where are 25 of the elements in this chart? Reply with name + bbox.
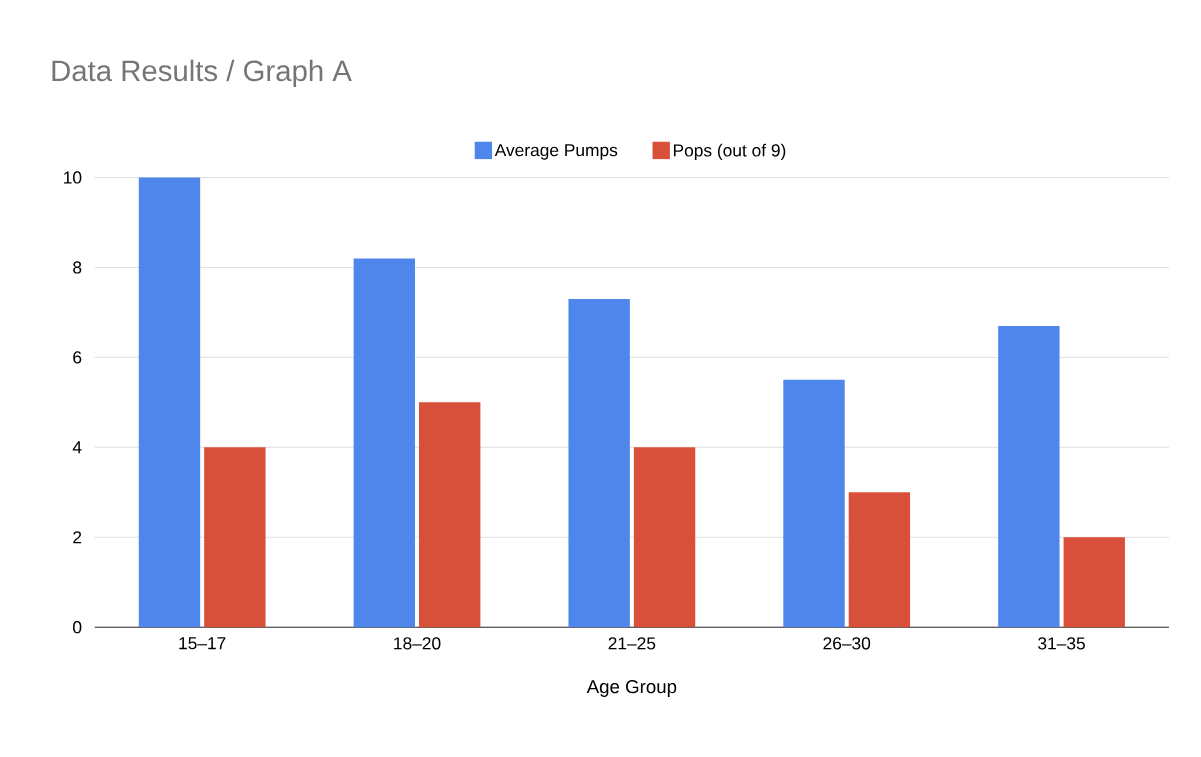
y-tick-label: 10	[64, 171, 82, 184]
y-tick-label: 2	[73, 531, 82, 544]
x-axis-title: Age Group	[586, 680, 677, 698]
bar	[138, 177, 201, 628]
bar	[848, 492, 911, 628]
y-tick-label: 6	[73, 351, 82, 364]
legend-label: Average Pumps	[494, 144, 618, 160]
x-tick-label: 21–25	[608, 637, 656, 650]
bar	[1063, 537, 1125, 628]
chart-title: Data Results / Graph A	[52, 59, 352, 88]
bar	[568, 299, 630, 628]
x-tick-label: 15–17	[179, 637, 226, 650]
y-tick-label: 4	[72, 441, 82, 454]
legend-label: Pops (out of 9)	[673, 143, 786, 161]
bar	[204, 447, 266, 628]
x-tick-label: 18–20	[394, 637, 441, 650]
x-tick-label: 26–30	[823, 637, 871, 650]
bar	[419, 402, 481, 628]
x-tick-label: 31–35	[1038, 637, 1085, 650]
bar	[783, 380, 845, 628]
bar	[998, 326, 1060, 628]
bar	[353, 258, 416, 628]
y-tick-label: 8	[73, 261, 82, 274]
y-tick-label: 0	[73, 621, 82, 634]
bar	[633, 447, 696, 628]
